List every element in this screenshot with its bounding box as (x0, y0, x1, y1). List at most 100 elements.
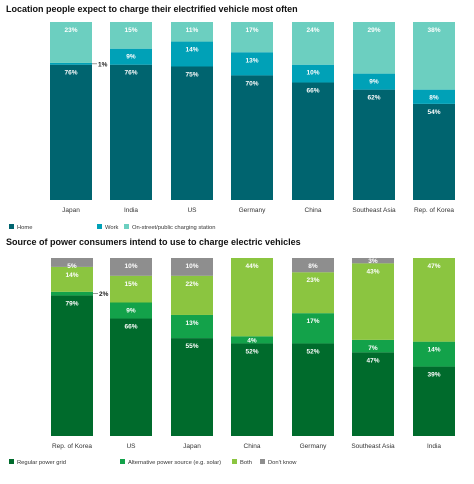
bar-home-rep-of-korea (413, 103, 455, 200)
data-label: 14% (185, 47, 198, 54)
x-tick-label: Germany (239, 207, 266, 214)
bar-don-t-know-rep-of-korea (51, 258, 93, 267)
bar-stack-rep-of-korea: 79% 2% 14% 5% (51, 258, 109, 436)
bar-regular-power-grid-china (231, 343, 273, 436)
legend-swatch (120, 459, 125, 464)
bar-regular-power-grid-southeast-asia (352, 352, 394, 436)
bar-on-street-public-charging-station-japan (50, 22, 92, 63)
legend-label: Don't know (268, 460, 297, 466)
x-tick-label: Japan (62, 207, 80, 214)
bar-home-japan (50, 64, 92, 200)
bar-stack-southeast-asia: 62% 9% 29% (353, 22, 395, 200)
data-label: 52% (245, 348, 258, 355)
bar-both-us (110, 275, 152, 303)
x-tick-label: US (126, 443, 136, 450)
data-label: 76% (124, 70, 137, 77)
legend-swatch (232, 459, 237, 464)
bar-on-street-public-charging-station-us (171, 22, 213, 42)
data-label: 11% (186, 27, 199, 34)
data-label: 52% (306, 348, 319, 355)
data-label: 29% (367, 27, 380, 34)
legend-label: Both (240, 460, 252, 466)
bar-on-street-public-charging-station-rep-of-korea (413, 22, 455, 90)
data-label: 15% (124, 281, 137, 288)
data-label: 3% (368, 258, 378, 265)
chart-title: Source of power consumers intend to use … (6, 237, 301, 247)
legend-swatch (9, 224, 14, 229)
data-label: 76% (64, 70, 77, 77)
bar-stack-japan: 55% 13% 22% 10% (171, 258, 213, 436)
bar-alternative-power-source-e-g-solar-rep-of-korea (51, 291, 93, 296)
bar-alternative-power-source-e-g-solar-germany (292, 313, 334, 344)
bar-regular-power-grid-germany (292, 343, 334, 436)
data-label: 8% (308, 263, 318, 270)
bar-on-street-public-charging-station-india (110, 22, 152, 49)
x-tick-label: Southeast Asia (352, 207, 396, 214)
data-label: 9% (369, 79, 379, 86)
data-label: 39% (427, 372, 440, 379)
bar-work-rep-of-korea (413, 89, 455, 104)
bar-stack-southeast-asia: 47% 7% 43% 3% (352, 258, 394, 436)
data-label: 4% (247, 337, 257, 344)
bar-home-germany (231, 75, 273, 200)
bar-stack-india: 76% 9% 15% (110, 22, 152, 200)
data-label: 14% (427, 347, 440, 354)
power-source-chart: Source of power consumers intend to use … (6, 237, 455, 466)
legend-swatch (9, 459, 14, 464)
data-label: 66% (306, 88, 319, 95)
legend-label: On-street/public charging station (132, 225, 215, 231)
bar-both-india (413, 258, 455, 342)
chart-title: Location people expect to charge their e… (6, 4, 298, 14)
bar-regular-power-grid-us (110, 318, 152, 436)
data-label: 14% (65, 272, 78, 279)
bar-stack-us: 75% 14% 11% (171, 22, 213, 200)
legend-label: Regular power grid (17, 460, 66, 466)
x-tick-label: Germany (300, 443, 327, 450)
bar-work-india (110, 48, 152, 65)
data-label: 10% (124, 263, 137, 270)
data-label: 17% (245, 27, 258, 34)
data-label: 10% (306, 70, 319, 77)
bar-alternative-power-source-e-g-solar-china (231, 336, 273, 344)
data-label: 75% (185, 72, 198, 79)
legend: Regular power grid Alternative power sour… (9, 459, 297, 466)
x-tick-label: India (427, 443, 441, 450)
bar-regular-power-grid-india (413, 366, 455, 436)
data-label: 22% (185, 281, 198, 288)
bar-home-us (171, 66, 213, 200)
data-label: 5% (67, 263, 77, 270)
bar-regular-power-grid-japan (171, 338, 213, 436)
bar-stack-rep-of-korea: 54% 8% 38% (413, 22, 455, 200)
data-label: 13% (185, 320, 198, 327)
data-label: 9% (126, 308, 136, 315)
bar-on-street-public-charging-station-germany (231, 22, 273, 53)
data-label: 38% (427, 27, 440, 34)
bar-alternative-power-source-e-g-solar-japan (171, 314, 213, 339)
x-tick-label: US (187, 207, 197, 214)
legend-swatch (97, 224, 102, 229)
data-label: 44% (245, 263, 258, 270)
data-label: 9% (126, 54, 136, 61)
data-label: 10% (185, 263, 198, 270)
legend-item-work: Work (97, 224, 119, 231)
bar-both-japan (171, 275, 213, 315)
bar-home-india (110, 64, 152, 200)
data-label: 79% (65, 300, 78, 307)
x-tick-label: Southeast Asia (351, 443, 395, 450)
legend-item-don-t-know: Don't know (260, 459, 297, 466)
data-label: 47% (427, 263, 440, 270)
bar-both-china (231, 258, 273, 337)
data-label: 23% (306, 277, 319, 284)
data-label: 15% (124, 27, 137, 34)
bar-alternative-power-source-e-g-solar-india (413, 341, 455, 367)
legend-label: Work (105, 225, 119, 231)
bar-stack-china: 66% 10% 24% (292, 22, 334, 200)
bar-stack-japan: 76% 1% 23% (50, 22, 108, 200)
data-label: 13% (245, 57, 258, 64)
x-tick-label: Rep. of Korea (52, 443, 92, 450)
bar-stack-us: 66% 9% 15% 10% (110, 258, 152, 436)
data-label: 7% (368, 345, 378, 352)
legend-item-regular-power-grid: Regular power grid (9, 459, 66, 466)
legend-label: Home (17, 225, 32, 231)
